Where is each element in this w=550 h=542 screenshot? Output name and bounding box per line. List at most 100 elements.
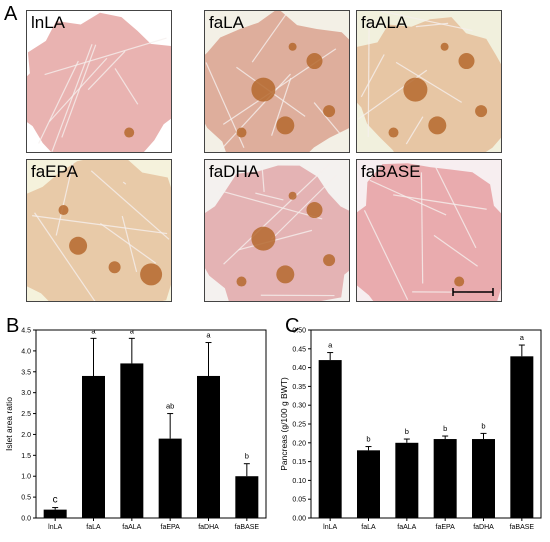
stained-islet (306, 53, 323, 70)
data-bar (318, 360, 342, 518)
micrograph-label: faBASE (361, 162, 421, 181)
x-tick-label: lnLA (323, 524, 337, 531)
micrograph-label: faEPA (31, 162, 78, 181)
tissue-septum (55, 162, 74, 236)
data-bar (82, 375, 105, 518)
y-tick-label: 3.0 (21, 390, 31, 397)
y-tick-label: 1.0 (21, 474, 31, 481)
stained-islet (323, 254, 336, 267)
stained-islet (475, 105, 488, 118)
y-tick-label: 0.15 (292, 459, 306, 466)
data-bar (235, 476, 259, 518)
y-tick-label: 2.5 (21, 411, 31, 418)
stained-islet (140, 263, 163, 286)
data-bar (395, 442, 419, 518)
micrograph-label: faLA (209, 13, 244, 32)
tissue-septum (122, 181, 127, 185)
plot-frame (310, 329, 542, 519)
y-axis-label: Pancreas (g/100 g BWT) (279, 377, 289, 471)
panel-letter-b: B (6, 315, 20, 337)
stained-islet (276, 265, 295, 284)
tissue-septum (313, 102, 341, 135)
stained-islet (288, 42, 297, 51)
tissue-septum (255, 192, 284, 201)
stained-islet (251, 226, 276, 251)
x-tick-label: faLA (361, 524, 376, 531)
y-tick-label: 0.05 (292, 497, 306, 504)
tissue-septum (114, 68, 139, 105)
significance-label: b (366, 435, 370, 444)
micrograph-fadha: faDHA (204, 159, 350, 302)
y-tick-label: 0.25 (292, 422, 306, 429)
micrograph-label: lnLA (31, 13, 66, 32)
stained-islet (58, 205, 69, 216)
micrograph-image (27, 11, 171, 152)
y-tick-label: 3.5 (21, 369, 31, 376)
tissue-septum (405, 116, 424, 145)
y-tick-label: 0.00 (292, 516, 306, 523)
tissue-septum (99, 223, 157, 264)
stained-islet (388, 127, 399, 138)
y-tick-label: 0.5 (21, 495, 31, 502)
significance-label: a (328, 341, 333, 350)
panel-letter-c: C (285, 315, 300, 337)
tissue-septum (367, 20, 370, 137)
data-bar (433, 439, 457, 518)
tissue-septum (38, 60, 79, 144)
significance-label: ab (166, 402, 174, 411)
tissue-septum (420, 172, 424, 284)
y-tick-label: 0.30 (292, 403, 306, 410)
stained-islet (236, 276, 247, 287)
tissue-septum (271, 174, 337, 240)
x-tick-label: faDHA (473, 524, 494, 531)
significance-label: b (481, 421, 485, 430)
x-tick-label: faBASE (510, 524, 535, 531)
y-tick-label: 0.40 (292, 365, 306, 372)
y-tick-label: 0.35 (292, 384, 306, 391)
micrograph-fabase: faBASE (356, 159, 502, 302)
tissue-septum (415, 22, 449, 28)
tissue-septum (51, 44, 93, 152)
significance-label: b (443, 424, 447, 433)
tissue-septum (44, 37, 167, 76)
micrograph-faepa: faEPA (26, 159, 172, 302)
micrograph-label: faDHA (209, 162, 260, 181)
significance-label: c (53, 495, 58, 506)
x-tick-label: faLA (86, 524, 101, 531)
tissue-septum (90, 170, 170, 240)
data-bar (120, 363, 144, 518)
stained-islet (403, 77, 428, 102)
tissue-septum (34, 212, 96, 301)
data-bar (43, 509, 67, 518)
x-tick-label: faEPA (436, 524, 456, 531)
micrograph-image (27, 160, 171, 301)
significance-label: b (245, 452, 249, 461)
micrograph-faala: faALA (356, 10, 502, 153)
stained-islet (236, 127, 247, 138)
tissue-septum (393, 194, 487, 210)
significance-label: a (206, 331, 211, 340)
tissue-region (357, 17, 501, 152)
micrograph-label: faALA (361, 13, 408, 32)
tissue-septum (433, 234, 478, 267)
y-tick-label: 0.10 (292, 478, 306, 485)
tissue-septum (261, 164, 265, 192)
stained-islet (251, 77, 276, 102)
tissue-region (357, 163, 501, 301)
x-tick-label: faALA (122, 524, 141, 531)
tissue-septum (395, 61, 462, 103)
y-tick-label: 1.5 (21, 453, 31, 460)
data-bar (510, 356, 534, 518)
data-bar (197, 375, 220, 518)
stained-islet (108, 261, 121, 274)
y-tick-label: 0.20 (292, 440, 306, 447)
micrograph-image (205, 11, 349, 152)
pancreas-weight-chart: 0.00 0.05 0.10 0.15 0.20 0.25 0.30 0.35 0.40 0.45… (279, 328, 542, 531)
y-tick-label: 0.45 (292, 346, 306, 353)
tissue-septum (363, 210, 409, 301)
data-bar (158, 438, 182, 518)
stained-islet (306, 202, 323, 219)
stained-islet (276, 116, 295, 135)
tissue-septum (87, 50, 126, 91)
significance-label: a (520, 333, 525, 342)
